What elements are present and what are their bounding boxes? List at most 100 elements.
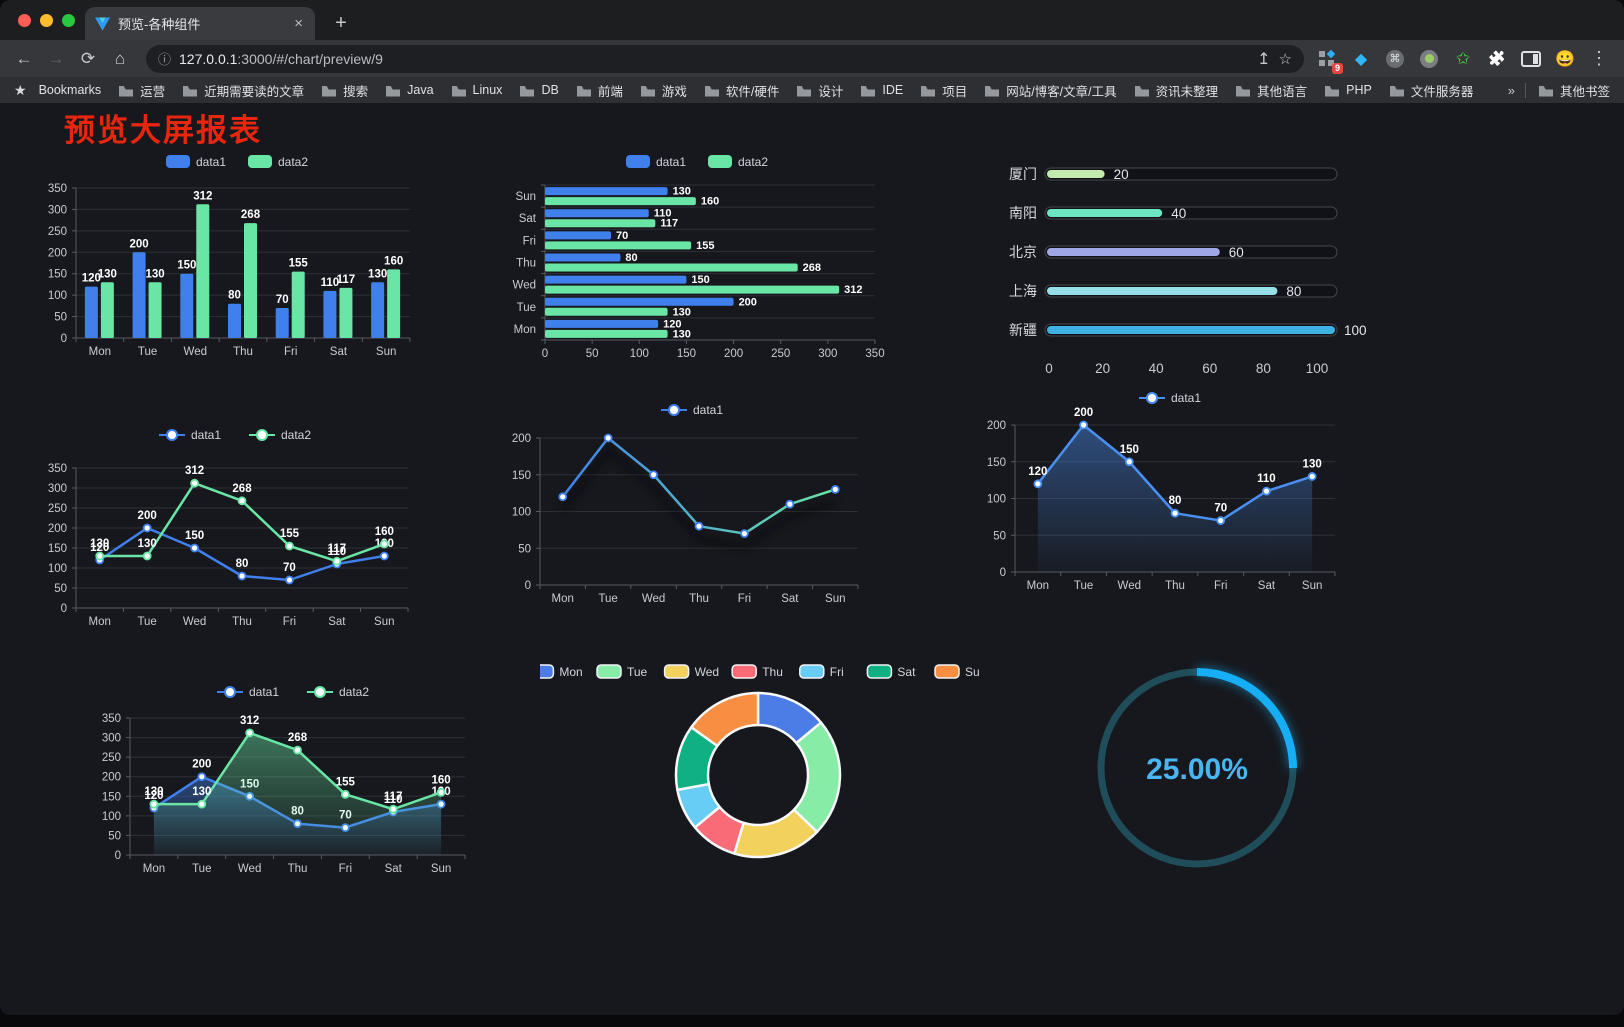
bar-data2[interactable]: [291, 271, 305, 338]
command-extension-icon[interactable]: ⌘: [1384, 48, 1406, 70]
minimize-window-button[interactable]: [40, 14, 53, 27]
bookmark-folder-item[interactable]: 文件服务器: [1389, 81, 1473, 100]
data-point[interactable]: [379, 551, 389, 561]
bar-data2[interactable]: [339, 287, 353, 338]
legend-swatch-data1[interactable]: [166, 155, 190, 168]
data-point[interactable]: [785, 499, 795, 509]
bookmark-folder-item[interactable]: PHP: [1324, 83, 1372, 97]
back-icon[interactable]: ←: [15, 48, 33, 68]
recorder-extension-icon[interactable]: [1418, 48, 1440, 70]
home-icon[interactable]: ⌂: [114, 48, 126, 68]
hbar-data2[interactable]: [545, 197, 696, 206]
chart-canvas-progress-bars[interactable]: 厦门 20 南阳 40 北京 60 上海 80 新疆 100 0 20 40 60 80 100: [990, 150, 1410, 402]
bookmark-folder-item[interactable]: 设计: [796, 81, 843, 100]
data-point[interactable]: [830, 485, 840, 494]
bookmark-folder-item[interactable]: 游戏: [640, 81, 687, 100]
maximize-window-button[interactable]: [62, 14, 75, 27]
hbar-data2[interactable]: [545, 307, 668, 316]
bookmark-star-icon[interactable]: ☆: [1278, 50, 1292, 68]
hbar-data1[interactable]: [545, 275, 687, 284]
line-data1[interactable]: [561, 436, 837, 535]
bookmark-folder-item[interactable]: 近期需要读的文章: [182, 81, 304, 100]
tab-close-icon[interactable]: ×: [294, 15, 303, 32]
extensions-puzzle-icon[interactable]: 🧩: [1488, 50, 1506, 66]
bar-data2[interactable]: [100, 282, 114, 338]
legend-swatch-Sat[interactable]: [866, 664, 893, 679]
address-bar[interactable]: ⓘ 127.0.0.1:3000/#/chart/preview/9 ↥ ☆: [146, 44, 1304, 73]
hbar-data2[interactable]: [545, 219, 656, 228]
data-point[interactable]: [293, 745, 302, 755]
bar-data1[interactable]: [228, 303, 241, 338]
data-point[interactable]: [197, 772, 207, 782]
chart-canvas-area-two-series[interactable]: 0 50 100 150 200 250 300 350 Mon Tue Wed Thu Fri Sat S…: [100, 683, 500, 991]
bookmark-folder-item[interactable]: 其他语言: [1235, 81, 1307, 100]
data-point[interactable]: [340, 789, 350, 799]
hbar-data1[interactable]: [545, 319, 659, 328]
data-point[interactable]: [603, 433, 613, 443]
legend-marker-icon[interactable]: [1146, 392, 1158, 404]
close-window-button[interactable]: [18, 14, 31, 27]
data-point[interactable]: [245, 728, 255, 738]
data-point[interactable]: [285, 575, 294, 585]
hbar-data1[interactable]: [545, 297, 734, 306]
legend-swatch-Fri[interactable]: [799, 664, 825, 679]
devtools-diamond-icon[interactable]: ◆: [1354, 50, 1368, 68]
bookmark-folder-item[interactable]: 资讯未整理: [1134, 81, 1218, 100]
chart-canvas-donut[interactable]: Mon Tue Wed Thu Fri Sat Sun: [528, 653, 986, 993]
legend-swatch-data1[interactable]: [626, 155, 650, 168]
data-point[interactable]: [1079, 420, 1088, 430]
bar-data1[interactable]: [132, 252, 146, 338]
bookmark-folder-item[interactable]: 运营: [118, 81, 165, 100]
bar-data2[interactable]: [387, 269, 401, 338]
data-point[interactable]: [285, 541, 294, 551]
data-point[interactable]: [694, 521, 704, 531]
bookmark-folder-item[interactable]: 搜索: [321, 81, 368, 100]
other-bookmarks-item[interactable]: 其他书签: [1538, 81, 1610, 100]
chart-canvas-line-gradient[interactable]: 0 50 100 150 200 Mon Tue Wed Thu Fri Sat Sun data1: [500, 398, 900, 636]
legend-marker-icon[interactable]: [224, 686, 236, 698]
data-point[interactable]: [142, 523, 152, 533]
progress-fill-南阳[interactable]: [1047, 209, 1163, 217]
data-point[interactable]: [1216, 516, 1226, 525]
data-point[interactable]: [149, 799, 159, 809]
data-point[interactable]: [740, 529, 749, 538]
bar-data2[interactable]: [244, 223, 257, 338]
bar-data1[interactable]: [180, 273, 194, 338]
data-point[interactable]: [237, 571, 247, 581]
emoji-extension-icon[interactable]: 😀: [1555, 50, 1575, 68]
bookmark-folder-item[interactable]: Java: [385, 83, 434, 97]
hbar-data2[interactable]: [545, 329, 668, 338]
bar-data2[interactable]: [148, 282, 162, 338]
legend-swatch-Sun[interactable]: [934, 664, 960, 679]
legend-marker-icon[interactable]: [166, 429, 178, 441]
chart-canvas-gauge[interactable]: 25.00%: [1040, 653, 1360, 973]
legend-swatch-data2[interactable]: [248, 155, 272, 168]
chart-canvas-grouped-bar[interactable]: 0 50 100 150 200 250 300 350 Mon Tue Wed Thu Fri Sat S…: [40, 150, 440, 382]
chart-canvas-area-single[interactable]: 0 50 100 150 200 Mon Tue Wed Thu Fri Sat Sun 120 200 1…: [985, 388, 1385, 620]
bookmarks-overflow-chevron[interactable]: »: [1507, 82, 1515, 98]
bookmark-folder-item[interactable]: 项目: [920, 81, 967, 100]
data-point[interactable]: [1124, 457, 1134, 467]
hbar-data1[interactable]: [545, 231, 611, 240]
bar-data1[interactable]: [371, 282, 385, 338]
data-point[interactable]: [1262, 486, 1271, 496]
data-point[interactable]: [1170, 508, 1180, 518]
browser-tab[interactable]: 预览-各种组件 ×: [85, 7, 315, 40]
legend-swatch-data2[interactable]: [708, 155, 732, 168]
extension-grid-icon[interactable]: 9: [1316, 48, 1343, 74]
bar-data1[interactable]: [84, 286, 98, 338]
data-point[interactable]: [388, 804, 398, 814]
progress-fill-厦门[interactable]: [1047, 170, 1105, 178]
hbar-data1[interactable]: [545, 187, 668, 196]
hbar-data1[interactable]: [545, 253, 621, 262]
progress-fill-北京[interactable]: [1047, 248, 1220, 256]
data-point[interactable]: [558, 492, 568, 502]
bookmark-folder-item[interactable]: Linux: [451, 83, 502, 97]
legend-swatch-Thu[interactable]: [731, 664, 757, 679]
legend-marker-icon[interactable]: [256, 429, 268, 441]
hbar-data2[interactable]: [545, 285, 840, 294]
bookmark-folder-item[interactable]: 前端: [576, 81, 623, 100]
forward-icon[interactable]: →: [47, 48, 65, 68]
data-point[interactable]: [190, 543, 199, 553]
